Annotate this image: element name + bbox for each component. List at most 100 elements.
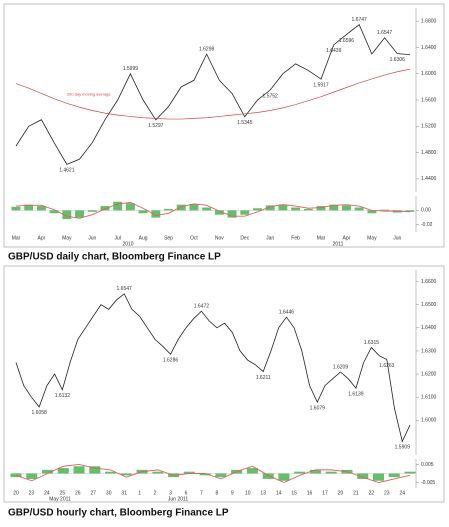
x-tick-label: Jun bbox=[393, 235, 401, 241]
histogram-bar bbox=[246, 468, 258, 474]
series-line bbox=[15, 23, 411, 165]
value-label: 1.6211 bbox=[256, 375, 271, 381]
histogram-bar bbox=[62, 210, 72, 220]
x-tick-label: 23 bbox=[29, 490, 35, 496]
histogram-bar bbox=[309, 469, 321, 474]
histogram-bar bbox=[227, 210, 237, 218]
x-tick-label: 8 bbox=[215, 490, 218, 496]
histogram-bar bbox=[100, 206, 110, 211]
histogram-bar bbox=[189, 203, 199, 211]
x-tick-label: 16 bbox=[307, 490, 313, 496]
histogram-bar bbox=[24, 204, 34, 211]
y-tick-label: 1.6500 bbox=[421, 302, 437, 308]
x-tick-label: 7 bbox=[200, 490, 203, 496]
histogram-bar bbox=[42, 469, 54, 474]
x-tick-label: 14 bbox=[276, 490, 282, 496]
x-tick-label: 6 bbox=[185, 490, 188, 496]
value-label: 1.6079 bbox=[310, 405, 326, 411]
value-label: 1.6439 bbox=[326, 48, 342, 54]
y-tick-label: 1.5600 bbox=[421, 97, 437, 103]
y-tick-label: 1.6400 bbox=[421, 45, 437, 51]
x-tick-label: Oct bbox=[190, 235, 198, 241]
x-tick-label: 20 bbox=[13, 490, 19, 496]
histogram-bar bbox=[240, 210, 250, 215]
histogram-bar bbox=[183, 471, 195, 474]
histogram-bar bbox=[388, 473, 400, 478]
x-tick-label: 17 bbox=[322, 490, 328, 496]
x-tick-label: Apr bbox=[343, 235, 351, 241]
y-tick-label: 0.00 bbox=[421, 208, 431, 214]
y-tick-label: 1.6100 bbox=[421, 395, 437, 401]
value-label: 1.6472 bbox=[194, 303, 210, 309]
histogram-bar bbox=[214, 210, 224, 215]
signal-line bbox=[15, 463, 411, 484]
value-label: 1.4621 bbox=[59, 168, 75, 174]
histogram-bar bbox=[151, 210, 161, 218]
value-label: 1.6139 bbox=[348, 391, 364, 397]
value-label: 1.6596 bbox=[339, 38, 355, 44]
series-name: 200 day moving average bbox=[67, 91, 112, 96]
histogram-bar bbox=[329, 204, 339, 211]
histogram-bar bbox=[253, 208, 262, 211]
histogram-bar bbox=[215, 473, 227, 478]
histogram-bar bbox=[105, 471, 117, 474]
histogram-bar bbox=[89, 466, 101, 474]
histogram-bar bbox=[291, 207, 301, 211]
x-tick-label: Apr bbox=[38, 235, 46, 241]
x-tick-label: 31 bbox=[121, 490, 127, 496]
year-label: Jun 2011 bbox=[168, 496, 188, 502]
x-tick-label: Feb bbox=[291, 235, 300, 241]
y-tick-label: 1.6000 bbox=[421, 418, 437, 424]
histogram-bar bbox=[176, 204, 186, 211]
value-label: 1.5909 bbox=[395, 445, 411, 451]
histogram-bar bbox=[87, 210, 97, 212]
y-tick-label: -0.005 bbox=[421, 480, 435, 486]
value-label: 1.6315 bbox=[364, 340, 380, 346]
x-tick-label: Jan bbox=[266, 235, 274, 241]
value-label: 1.6286 bbox=[163, 358, 179, 364]
histogram-bar bbox=[342, 205, 351, 211]
x-tick-label: 2 bbox=[154, 490, 157, 496]
y-tick-label: 1.4400 bbox=[421, 176, 437, 182]
x-tick-label: 27 bbox=[90, 490, 96, 496]
value-label: 1.5752 bbox=[263, 93, 279, 99]
histogram-bar bbox=[265, 205, 275, 211]
histogram-bar bbox=[367, 210, 377, 214]
x-tick-label: 3 bbox=[169, 490, 172, 496]
y-tick-label: 1.6000 bbox=[421, 71, 437, 77]
x-tick-label: 21 bbox=[353, 490, 359, 496]
x-tick-label: Sep bbox=[164, 235, 173, 241]
value-label: 1.6209 bbox=[333, 364, 349, 370]
histogram-bar bbox=[57, 468, 69, 474]
x-tick-label: May bbox=[62, 235, 72, 241]
histogram-bar bbox=[405, 210, 415, 212]
y-tick-label: 1.6800 bbox=[421, 18, 437, 24]
x-tick-label: 25 bbox=[60, 490, 66, 496]
value-label: 1.5917 bbox=[313, 82, 329, 88]
value-label: 1.5297 bbox=[148, 123, 164, 129]
x-tick-label: 15 bbox=[291, 490, 297, 496]
x-tick-label: 13 bbox=[260, 490, 266, 496]
y-tick-label: 1.5200 bbox=[421, 124, 437, 130]
value-label: 1.6298 bbox=[199, 46, 215, 52]
y-tick-label: 1.6300 bbox=[421, 348, 437, 354]
x-tick-label: Aug bbox=[139, 235, 148, 241]
histogram-bar bbox=[372, 473, 384, 481]
histogram-bar bbox=[303, 208, 313, 211]
histogram-bar bbox=[278, 204, 288, 211]
y-tick-label: 1.6600 bbox=[421, 279, 437, 285]
x-tick-label: Mar bbox=[12, 235, 21, 241]
x-tick-label: Jun bbox=[88, 235, 96, 241]
histogram-bar bbox=[120, 473, 132, 476]
histogram-bar bbox=[75, 210, 84, 218]
x-tick-label: 1 bbox=[138, 490, 141, 496]
histogram-bar bbox=[36, 206, 46, 211]
histogram-bar bbox=[354, 207, 364, 211]
histogram-bar bbox=[294, 471, 306, 474]
histogram-bar bbox=[199, 473, 211, 476]
y-tick-label: 1.4800 bbox=[421, 150, 437, 156]
caption: GBP/USD hourly chart, Bloomberg Finance … bbox=[8, 508, 229, 519]
histogram-bar bbox=[73, 466, 85, 474]
value-label: 1.6547 bbox=[117, 286, 133, 292]
histogram-bar bbox=[262, 473, 274, 479]
